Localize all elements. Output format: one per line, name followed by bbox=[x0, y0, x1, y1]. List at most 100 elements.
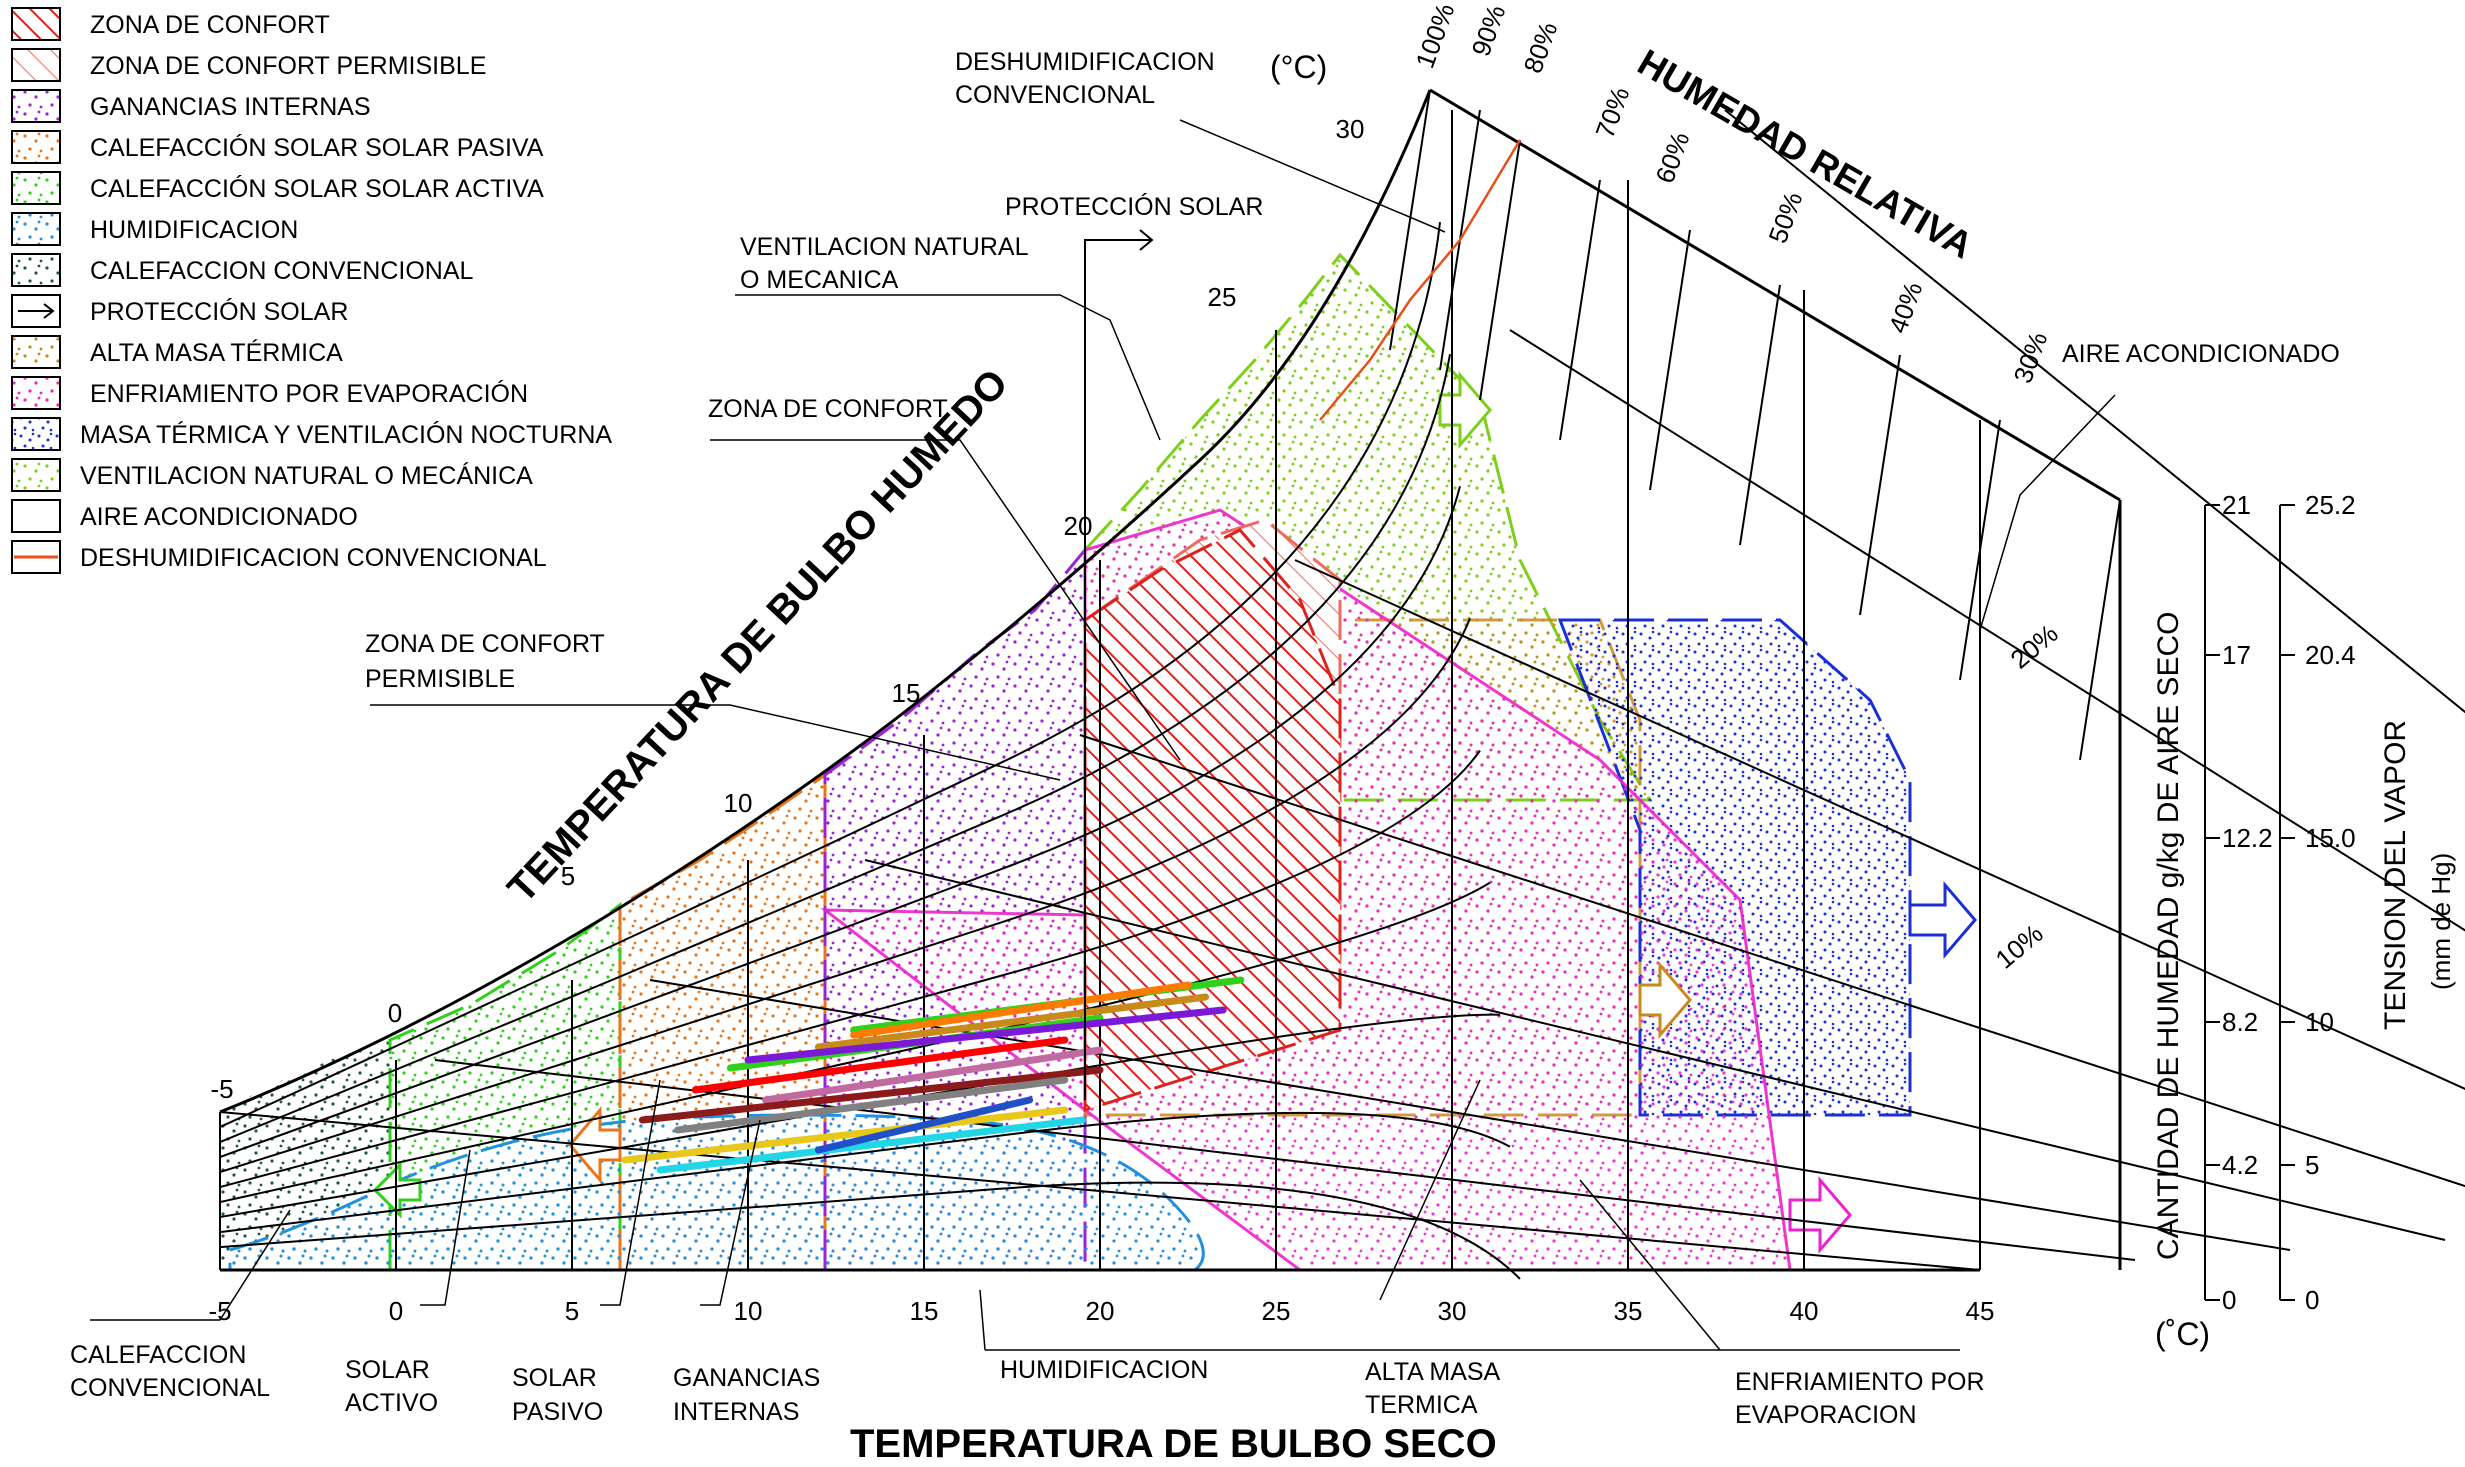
legend-label: ZONA DE CONFORT bbox=[90, 11, 330, 39]
x-tick-labels: -5 0 5 10 15 20 25 30 35 40 45 bbox=[208, 1296, 1994, 1326]
rh-curve bbox=[219, 749, 1481, 1189]
callout-solar-pasivo-2: PASIVO bbox=[512, 1398, 603, 1426]
callout-calefaccion-2: CONVENCIONAL bbox=[70, 1374, 270, 1402]
callout-proteccion-solar: PROTECCIÓN SOLAR bbox=[1005, 192, 1263, 221]
legend-item: ALTA MASA TÉRMICA bbox=[11, 335, 343, 369]
x-tick-label: 40 bbox=[1790, 1296, 1819, 1326]
callout-deshumidificacion-1: DESHUMIDIFICACION bbox=[955, 48, 1215, 76]
x-axis-title: TEMPERATURA DE BULBO SECO bbox=[850, 1422, 1497, 1466]
vapor-tick-label: 15.0 bbox=[2305, 823, 2356, 853]
callout-solar-activo-1: SOLAR bbox=[345, 1356, 430, 1384]
x-tick-label: 30 bbox=[1438, 1296, 1467, 1326]
legend-swatch bbox=[11, 48, 61, 82]
vapor-tick-label: 25.2 bbox=[2305, 490, 2356, 520]
legend-item: PROTECCIÓN SOLAR bbox=[11, 294, 348, 328]
callout-aire-acondicionado: AIRE ACONDICIONADO bbox=[2062, 340, 2340, 368]
rh-label: 60% bbox=[1649, 128, 1695, 187]
rh-curve bbox=[1649, 229, 1691, 491]
x-tick-label: 25 bbox=[1262, 1296, 1291, 1326]
monthly-line bbox=[814, 1096, 1034, 1154]
proteccion-solar-arrow bbox=[1084, 229, 1154, 1100]
vapor-axis-title: TENSION DEL VAPOR bbox=[2379, 720, 2412, 1030]
wet-bulb-line bbox=[1509, 329, 2465, 932]
rh-curve bbox=[1739, 284, 1781, 546]
leader-lines bbox=[90, 119, 2116, 1351]
grid bbox=[219, 89, 2465, 1280]
legend-label: ZONA DE CONFORT PERMISIBLE bbox=[90, 52, 486, 80]
legend-label: AIRE ACONDICIONADO bbox=[80, 503, 358, 531]
callout-solar-pasivo-1: SOLAR bbox=[512, 1364, 597, 1392]
humidity-axis-title: CANTIDAD DE HUMEDAD g/kg DE AIRE SECO bbox=[2152, 612, 2185, 1260]
callout-deshumidificacion-2: CONVENCIONAL bbox=[955, 81, 1155, 109]
legend-item: ENFRIAMIENTO POR EVAPORACIÓN bbox=[11, 376, 528, 410]
rh-curve bbox=[2079, 499, 2121, 761]
callout-humidificacion: HUMIDIFICACION bbox=[1000, 1356, 1208, 1384]
chart-frame bbox=[219, 88, 2122, 1272]
legend-swatch bbox=[11, 499, 61, 533]
legend-item: CALEFACCIÓN SOLAR SOLAR PASIVA bbox=[11, 130, 544, 164]
vapor-axis-unit: (mm de Hg) bbox=[2426, 853, 2456, 990]
wet-bulb-tick-label: 15 bbox=[892, 678, 921, 708]
wet-bulb-tick-label: 0 bbox=[388, 998, 402, 1028]
wet-bulb-line bbox=[1079, 734, 2465, 1188]
x-tick-label: 0 bbox=[389, 1296, 403, 1326]
callout-solar-activo-2: ACTIVO bbox=[345, 1389, 438, 1417]
legend-item: ZONA DE CONFORT PERMISIBLE bbox=[11, 48, 486, 82]
rh-label: 30% bbox=[2007, 328, 2053, 387]
callout-zona-permisible-2: PERMISIBLE bbox=[365, 665, 515, 693]
legend-label: HUMIDIFICACION bbox=[90, 216, 298, 244]
rh-curve bbox=[219, 486, 1461, 1158]
humidity-tick-label: 21 bbox=[2222, 490, 2251, 520]
legend-item: DESHUMIDIFICACION CONVENCIONAL bbox=[11, 540, 547, 574]
callout-enfriamiento-2: EVAPORACION bbox=[1735, 1401, 1917, 1429]
humidity-tick-label: 12.2 bbox=[2222, 823, 2273, 853]
rh-label: 40% bbox=[1882, 278, 1928, 337]
x-tick-label: 35 bbox=[1614, 1296, 1643, 1326]
legend-swatch bbox=[11, 335, 61, 369]
legend-swatch bbox=[11, 417, 61, 451]
legend-item: CALEFACCION CONVENCIONAL bbox=[11, 253, 474, 287]
rh-curve bbox=[219, 1181, 1521, 1280]
deshumidificacion-line bbox=[1319, 139, 1522, 421]
callout-ventilacion-2: O MECANICA bbox=[740, 266, 899, 294]
legend-item: AIRE ACONDICIONADO bbox=[11, 499, 358, 533]
right-axes bbox=[2204, 505, 2281, 1300]
wet-bulb-tick-label: 25 bbox=[1208, 282, 1237, 312]
monthly-line bbox=[850, 981, 1192, 1039]
callout-alta-masa-2: TERMICA bbox=[1365, 1391, 1478, 1419]
legend-item: ZONA DE CONFORT bbox=[11, 7, 330, 41]
x-tick-label: 20 bbox=[1086, 1296, 1115, 1326]
arrow-right-icon bbox=[18, 303, 55, 319]
vapor-tick-label: 10 bbox=[2305, 1007, 2334, 1037]
legend-label: PROTECCIÓN SOLAR bbox=[90, 297, 348, 326]
rh-curve bbox=[219, 618, 1471, 1173]
x-tick-label: 10 bbox=[734, 1296, 763, 1326]
legend-label: CALEFACCION CONVENCIONAL bbox=[90, 257, 474, 285]
legend-item: GANANCIAS INTERNAS bbox=[11, 89, 371, 123]
legend-item: HUMIDIFICACION bbox=[11, 212, 298, 246]
humidity-tick-label: 0 bbox=[2222, 1285, 2236, 1315]
monthly-line bbox=[656, 1116, 1086, 1174]
monthly-line bbox=[691, 1036, 1069, 1094]
rh-curve bbox=[219, 221, 1441, 1128]
rh-curve bbox=[1959, 419, 2001, 681]
callout-alta-masa-1: ALTA MASA bbox=[1365, 1358, 1501, 1386]
legend-label: ENFRIAMIENTO POR EVAPORACIÓN bbox=[90, 379, 528, 408]
rh-label: 90% bbox=[1465, 1, 1511, 60]
legend-label: DESHUMIDIFICACION CONVENCIONAL bbox=[80, 544, 547, 572]
rh-curve bbox=[1479, 139, 1521, 401]
rh-label: 100% bbox=[1409, 0, 1460, 72]
wet-bulb-line bbox=[219, 1111, 1981, 1271]
arrow-markers bbox=[372, 370, 1977, 1255]
legend-label: VENTILACION NATURAL O MECÁNICA bbox=[80, 461, 533, 490]
vapor-tick-label: 20.4 bbox=[2305, 640, 2356, 670]
legend-label: ALTA MASA TÉRMICA bbox=[90, 338, 343, 367]
legend-item: VENTILACION NATURAL O MECÁNICA bbox=[11, 458, 533, 492]
callout-zona-permisible-1: ZONA DE CONFORT bbox=[365, 630, 605, 658]
rh-curve bbox=[219, 1111, 1511, 1234]
rh-curve bbox=[219, 354, 1451, 1143]
humidity-tick-label: 8.2 bbox=[2222, 1007, 2258, 1037]
wet-bulb-line bbox=[1294, 559, 2465, 1091]
monthly-line bbox=[744, 1006, 1227, 1064]
